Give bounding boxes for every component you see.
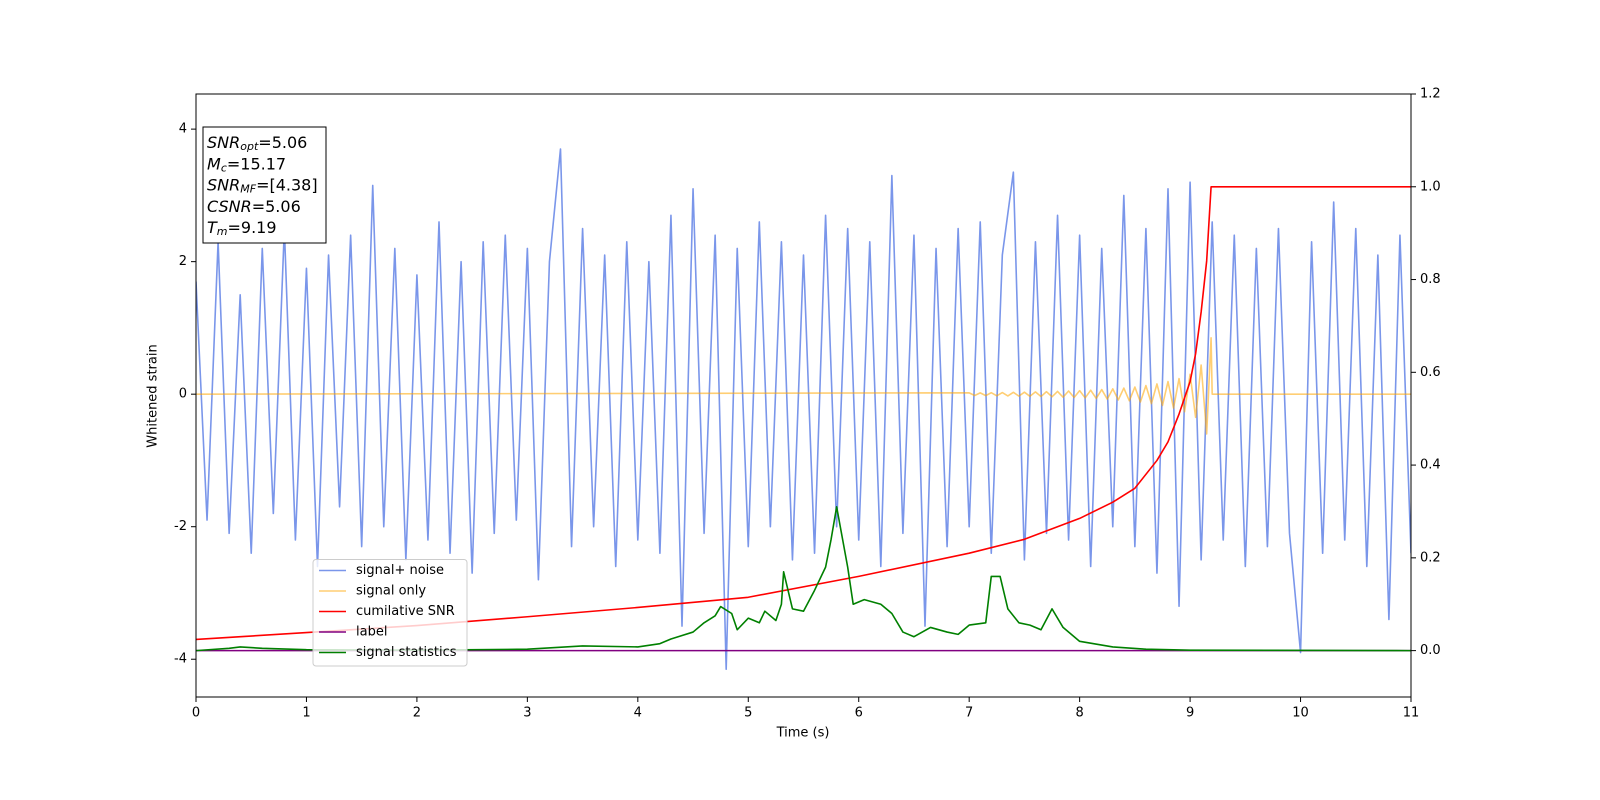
info-box: SNRopt=5.06Mc=15.17SNRMF=[4.38]CSNR=5.06… — [202, 126, 327, 244]
x-tick-label: 5 — [744, 706, 752, 721]
series-line — [196, 148, 1411, 670]
series-line — [196, 337, 1411, 435]
info-sub: opt — [240, 140, 259, 153]
x-tick-label: 11 — [1403, 706, 1420, 721]
info-value: =5.06 — [252, 196, 301, 215]
legend-label: signal only — [356, 584, 426, 599]
info-name: SNR — [207, 175, 240, 194]
series-line — [196, 185, 1411, 641]
x-tick-label: 0 — [192, 706, 200, 721]
y-tick-label: -2 — [174, 519, 187, 534]
legend-label: cumilative SNR — [356, 604, 455, 619]
y-tick-label: -4 — [174, 652, 187, 667]
x-tick-label: 1 — [302, 706, 310, 721]
y2-tick-label: 1.0 — [1420, 179, 1441, 194]
y2-tick-label: 0.2 — [1420, 550, 1441, 565]
info-line: Mc=15.17 — [207, 154, 286, 175]
legend-label: signal+ noise — [356, 563, 444, 578]
legend-label: label — [356, 625, 387, 640]
y2-tick-label: 0.8 — [1420, 272, 1441, 287]
x-tick-label: 3 — [523, 706, 531, 721]
info-box-frame — [202, 126, 327, 244]
x-axis-label: Time (s) — [776, 726, 830, 741]
y2-tick-label: 1.2 — [1420, 87, 1441, 102]
info-name: SNR — [207, 133, 240, 152]
y2-tick-label: 0.0 — [1420, 643, 1441, 658]
info-line: Tm=9.19 — [207, 218, 277, 239]
y-tick-label: 2 — [179, 254, 187, 269]
legend-label: signal statistics — [356, 645, 457, 660]
info-sub: m — [217, 225, 228, 238]
x-tick-label: 9 — [1186, 706, 1194, 721]
info-value: =[4.38] — [256, 175, 318, 194]
info-sub: c — [221, 161, 227, 174]
legend-frame — [312, 559, 468, 667]
info-value: =15.17 — [227, 154, 286, 173]
series-line — [196, 506, 1411, 652]
info-line: CSNR=5.06 — [207, 196, 301, 215]
y-axis-label: Whitened strain — [146, 344, 161, 447]
plot-frame — [195, 93, 1412, 698]
y2-tick-label: 0.4 — [1420, 458, 1441, 473]
x-tick-label: 10 — [1292, 706, 1309, 721]
info-value: =9.19 — [228, 218, 277, 237]
info-name: M — [207, 154, 221, 173]
info-name: CSNR — [207, 196, 252, 215]
legend: signal+ noise signal only cumilative SNR la… — [312, 559, 468, 667]
info-line: SNRopt=5.06 — [207, 133, 307, 154]
y-tick-label: 0 — [179, 387, 187, 402]
info-name: T — [207, 218, 218, 237]
x-tick-label: 2 — [413, 706, 421, 721]
y-tick-label: 4 — [179, 122, 187, 137]
x-tick-label: 6 — [855, 706, 863, 721]
x-tick-label: 4 — [634, 706, 642, 721]
info-sub: MF — [240, 183, 256, 196]
info-value: =5.06 — [258, 133, 307, 152]
info-line: SNRMF=[4.38] — [207, 175, 318, 196]
x-tick-label: 7 — [965, 706, 973, 721]
x-tick-label: 8 — [1075, 706, 1083, 721]
y2-tick-label: 0.6 — [1420, 365, 1441, 380]
